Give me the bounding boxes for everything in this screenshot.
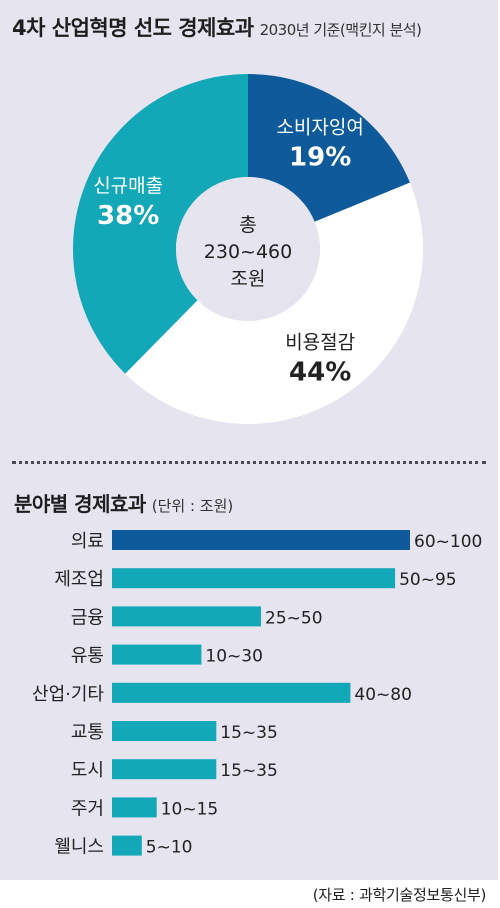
bar-chart-unit: (단위 : 조원) xyxy=(151,497,234,515)
bar xyxy=(112,721,217,741)
bar xyxy=(112,835,142,856)
bar xyxy=(112,606,261,627)
bar-chart: 의료 60~100 제조업 50~95 금융 25~50 유통 10~30 산업·기타 40~80… xyxy=(32,530,482,858)
bar-chart-title: 분야별 경제효과 xyxy=(14,492,146,516)
bar-value-label: 25~50 xyxy=(265,608,323,628)
bar-value-label: 60~100 xyxy=(414,532,482,552)
slice-label: 비용절감 xyxy=(285,332,355,354)
bar xyxy=(112,682,351,703)
bar-value-label: 50~95 xyxy=(399,570,457,590)
bar-category-label: 웰니스 xyxy=(54,837,104,858)
slice-value-label: 44% xyxy=(289,358,351,388)
donut-slice xyxy=(248,74,410,222)
donut-center xyxy=(176,177,320,321)
bar-category-label: 도시 xyxy=(71,760,104,781)
donut-center-label: 조원 xyxy=(231,268,266,290)
slice-value-label: 38% xyxy=(97,201,159,231)
bar-category-label: 제조업 xyxy=(54,569,104,590)
donut-center-label: 230~460 xyxy=(204,241,292,263)
bar xyxy=(112,568,396,589)
bar xyxy=(112,759,217,780)
bar-value-label: 15~35 xyxy=(220,723,278,743)
bar-value-label: 5~10 xyxy=(146,838,193,858)
source-note: (자료 : 과학기술정보통신부) xyxy=(312,886,487,904)
bar-category-label: 주거 xyxy=(71,798,104,819)
bar-value-label: 40~80 xyxy=(354,685,412,705)
bar xyxy=(112,530,410,550)
donut-center-label: 총 xyxy=(239,214,256,236)
slice-label: 신규매출 xyxy=(93,175,163,197)
chart-panel: 4차 산업혁명 선도 경제효과 2030년 기준(맥킨지 분석) 총 230~460… xyxy=(0,0,500,880)
slice-label: 소비자잉여 xyxy=(276,116,363,138)
chart-title: 4차 산업혁명 선도 경제효과 2030년 기준(맥킨지 분석) xyxy=(12,12,422,42)
page-title: 4차 산업혁명 선도 경제효과 xyxy=(12,16,254,40)
page-subtitle: 2030년 기준(맥킨지 분석) xyxy=(259,21,422,39)
bar-value-label: 15~35 xyxy=(220,761,278,781)
bar-category-label: 유통 xyxy=(71,646,104,667)
bar-category-label: 금융 xyxy=(71,607,104,628)
section-divider xyxy=(12,461,486,464)
slice-value-label: 19% xyxy=(289,142,351,172)
donut-slice xyxy=(125,182,424,424)
donut-slice xyxy=(73,74,248,374)
bar-value-label: 10~15 xyxy=(161,799,219,819)
bar-value-label: 10~30 xyxy=(205,647,263,667)
bar-category-label: 교통 xyxy=(71,722,104,743)
section-title: 분야별 경제효과 (단위 : 조원) xyxy=(14,488,233,517)
donut-chart: 총 230~460 조원 소비자잉여 19% 비용절감 44% 신규매출 38% xyxy=(73,74,424,424)
bar-category-label: 의료 xyxy=(71,531,104,552)
bar xyxy=(112,797,157,818)
bar xyxy=(112,644,202,665)
bar-category-label: 산업·기타 xyxy=(32,684,104,705)
